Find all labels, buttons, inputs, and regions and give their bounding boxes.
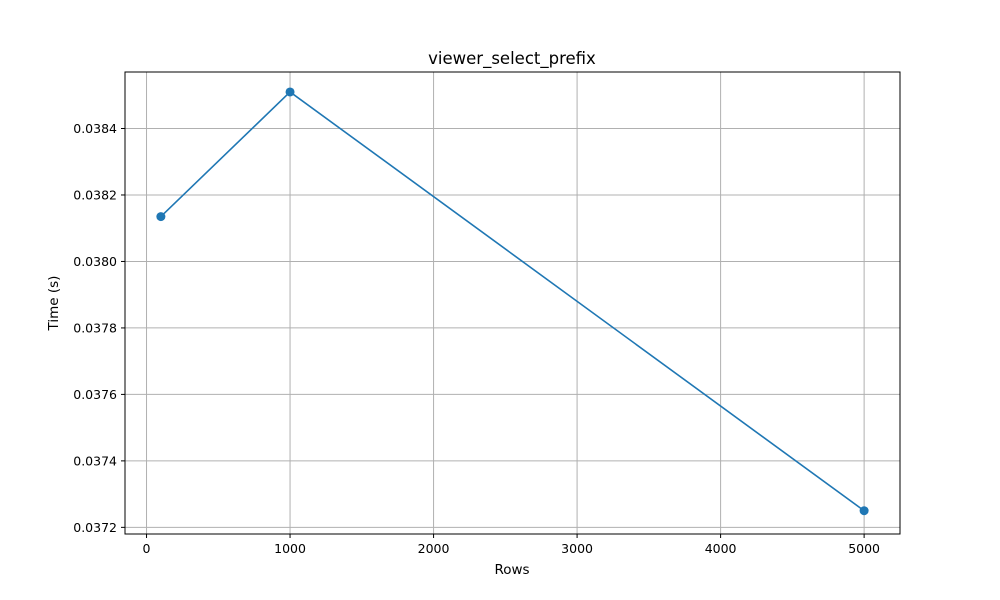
y-axis-label: Time (s) [46,276,62,332]
y-tick-label: 0.0380 [73,254,117,269]
x-axis-ticks: 0 1000 2000 3000 4000 5000 [143,534,880,556]
grid [125,72,900,534]
series-line [160,90,865,512]
y-tick-label: 0.0378 [73,320,117,335]
series-layer [156,87,869,516]
plot-frame [124,71,901,535]
x-tick-label: 3000 [561,541,593,556]
y-tick-label: 0.0382 [73,187,117,202]
x-tick-label: 4000 [705,541,737,556]
x-tick-label: 5000 [848,541,880,556]
x-axis-label: Rows [494,562,529,578]
y-tick-label: 0.0376 [73,387,117,402]
x-tick-label: 2000 [418,541,450,556]
y-axis-ticks: 0.0372 0.0374 0.0376 0.0378 0.0380 0.0382 0.03… [73,121,125,535]
x-tick-label: 1000 [274,541,306,556]
data-point [859,506,869,516]
data-point [285,87,295,97]
y-tick-label: 0.0372 [73,520,117,535]
y-tick-label: 0.0384 [73,121,117,136]
chart-title: viewer_select_prefix [428,49,596,69]
data-point [156,212,166,222]
x-tick-label: 0 [143,541,151,556]
y-tick-label: 0.0374 [73,453,117,468]
